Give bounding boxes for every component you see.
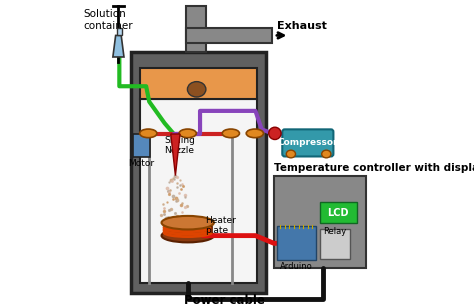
Circle shape — [269, 127, 281, 140]
Text: Sliding
Nozzle: Sliding Nozzle — [164, 136, 195, 155]
Polygon shape — [171, 134, 180, 176]
Bar — [274, 176, 366, 268]
Polygon shape — [113, 35, 124, 57]
Ellipse shape — [162, 229, 214, 242]
Ellipse shape — [286, 150, 295, 158]
Bar — [140, 99, 257, 283]
Ellipse shape — [322, 150, 331, 158]
Text: Arduino: Arduino — [280, 262, 312, 271]
Bar — [277, 226, 316, 260]
Bar — [319, 202, 356, 223]
Bar — [186, 28, 273, 43]
Text: Exhaust: Exhaust — [277, 21, 327, 31]
Ellipse shape — [140, 129, 157, 138]
Text: LCD: LCD — [327, 208, 349, 217]
Text: Heater
plate: Heater plate — [205, 216, 236, 235]
Bar — [117, 28, 121, 35]
Text: Solution
container: Solution container — [83, 9, 133, 31]
Bar — [319, 229, 350, 259]
Ellipse shape — [179, 129, 196, 138]
Ellipse shape — [162, 216, 214, 229]
Bar — [186, 6, 206, 52]
Text: Power cable: Power cable — [184, 294, 265, 307]
Text: Motor: Motor — [128, 159, 154, 168]
Text: Compressor: Compressor — [278, 138, 338, 148]
Text: Temperature controller with display: Temperature controller with display — [274, 163, 474, 173]
FancyBboxPatch shape — [283, 129, 333, 156]
Ellipse shape — [222, 129, 239, 138]
Bar — [131, 52, 266, 293]
Bar — [140, 68, 257, 99]
Text: Relay: Relay — [323, 227, 346, 236]
Ellipse shape — [187, 82, 206, 97]
Ellipse shape — [246, 129, 264, 138]
Bar — [133, 134, 150, 157]
